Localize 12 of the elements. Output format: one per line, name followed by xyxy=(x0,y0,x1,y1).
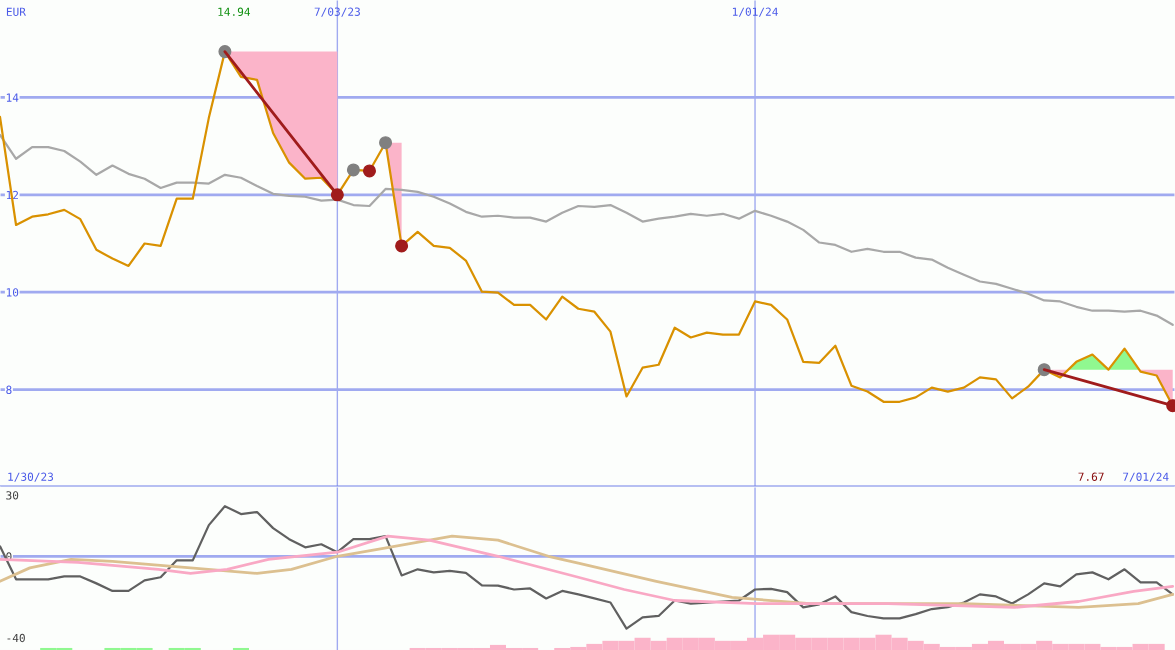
annotation: 7/01/24 xyxy=(1123,472,1169,482)
y-tick-label: 14 xyxy=(6,93,19,102)
y-tick-label: -40 xyxy=(7,633,25,643)
annotation: 1/30/23 xyxy=(8,472,54,482)
annotation: 7.67 xyxy=(1078,472,1104,481)
y-axis-title: EUR xyxy=(6,7,26,16)
x-tick-label: 7/03/23 xyxy=(314,7,360,17)
y-tick-label: 10 xyxy=(6,288,19,297)
annotation: 14.94 xyxy=(218,7,251,16)
y-tick-label: 8 xyxy=(6,385,12,395)
y-tick-label: 30 xyxy=(6,491,19,500)
x-tick-label: 1/01/24 xyxy=(732,7,778,17)
